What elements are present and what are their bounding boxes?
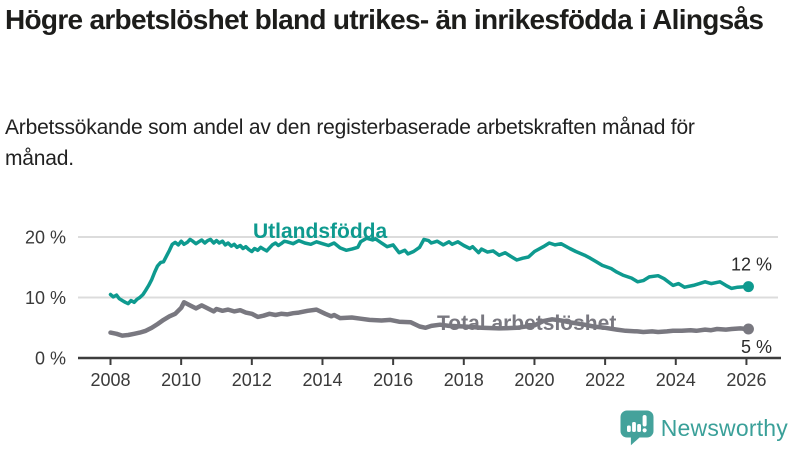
- y-axis-labels: 0 % 10 % 20 %: [25, 228, 66, 369]
- line-chart: 0 % 10 % 20 % 2008 2010 2012 2014 2016 2018 2020…: [25, 220, 781, 390]
- x-axis-tick-label: 2026: [726, 370, 766, 390]
- chart-subtitle: Arbetssökande som andel av den registerb…: [5, 116, 695, 170]
- branding-wordmark: Newsworthy: [660, 414, 788, 441]
- series-end-dot: [742, 281, 754, 293]
- x-axis-tick-label: 2012: [232, 370, 272, 390]
- series-name-label: Utlandsfödda: [253, 220, 387, 243]
- series-lines: [108, 236, 754, 338]
- y-axis-label: 10 %: [25, 288, 66, 308]
- x-axis-tick-label: 2008: [90, 370, 130, 390]
- y-axis-label: 0 %: [35, 349, 66, 369]
- series-name-label: Total arbetslöshet: [437, 312, 616, 335]
- branding: Newsworthy: [620, 410, 788, 446]
- series-line: [108, 300, 749, 338]
- series-end-dot: [742, 323, 754, 335]
- x-axis-tick-label: 2018: [444, 370, 484, 390]
- series-end-value-label: 5 %: [741, 337, 772, 357]
- x-axis-tick-label: 2020: [514, 370, 554, 390]
- series-line: [108, 236, 749, 306]
- x-axis-tick-label: 2010: [161, 370, 201, 390]
- x-axis-tick-label: 2022: [585, 370, 625, 390]
- x-axis: [78, 356, 781, 365]
- page-title: Högre arbetslöshet bland utrikes- än inr…: [5, 4, 764, 35]
- y-axis-label: 20 %: [25, 228, 66, 248]
- x-axis-labels: 2008 2010 2012 2014 2016 2018 2020 2022 2024 2026: [90, 370, 766, 390]
- x-axis-tick-label: 2024: [656, 370, 696, 390]
- series-annotations: 12 % Utlandsfödda 5 % Total arbetslöshet: [253, 220, 772, 357]
- series-end-value-label: 12 %: [731, 255, 772, 275]
- x-axis-tick-label: 2016: [373, 370, 413, 390]
- gridlines: [78, 236, 778, 299]
- newsworthy-logo-icon: [620, 410, 654, 446]
- x-axis-tick-label: 2014: [302, 370, 342, 390]
